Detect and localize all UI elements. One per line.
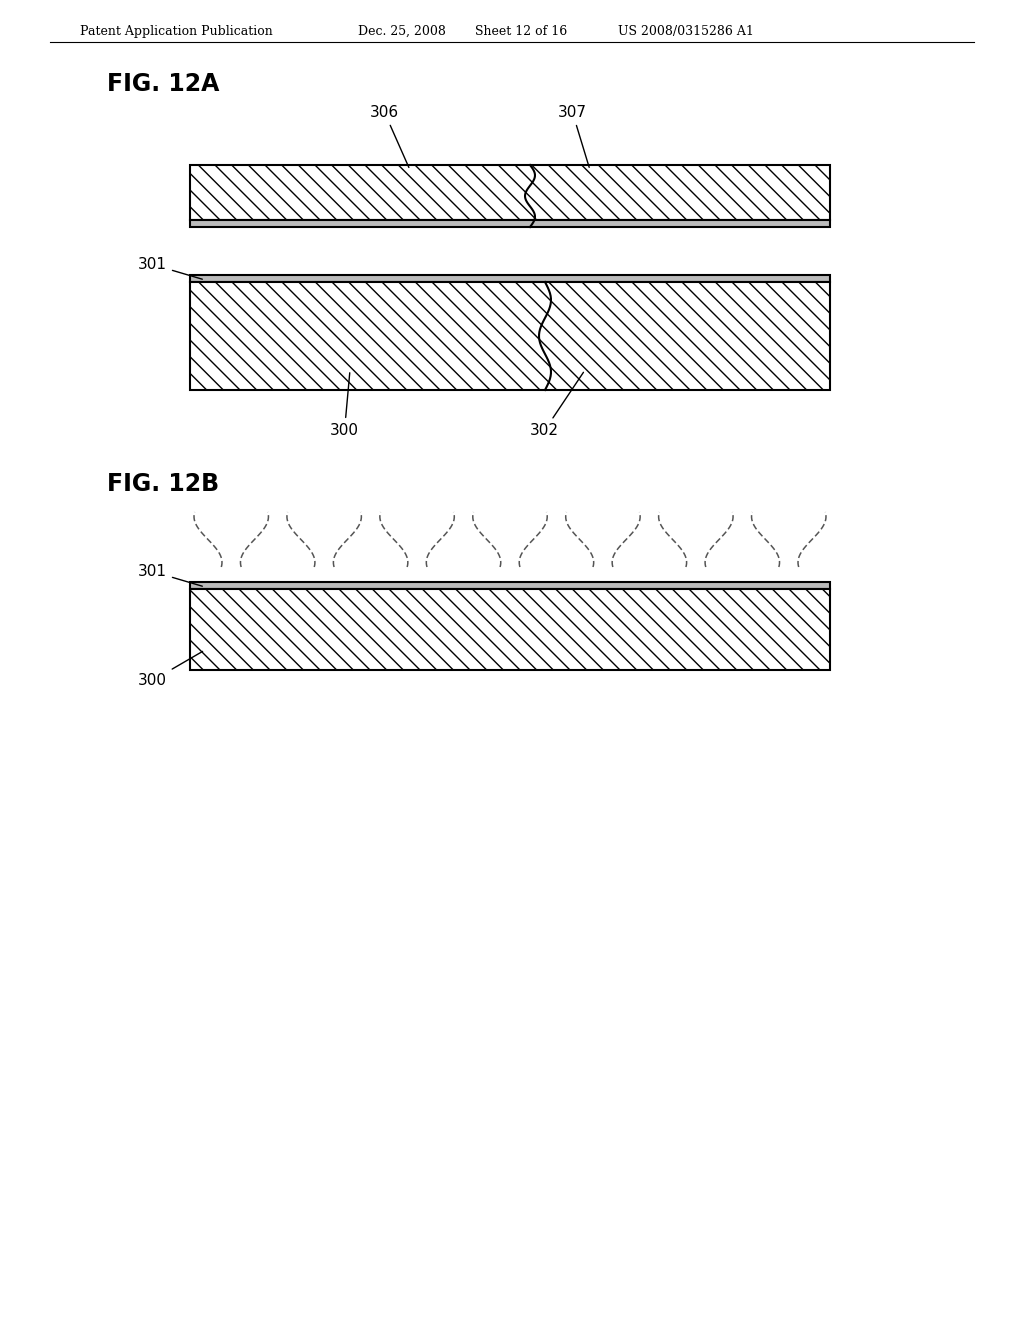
Text: FIG. 12A: FIG. 12A xyxy=(106,73,219,96)
Text: Sheet 12 of 16: Sheet 12 of 16 xyxy=(475,25,567,38)
Bar xyxy=(190,275,830,282)
Bar xyxy=(190,282,830,389)
Text: 306: 306 xyxy=(370,106,409,168)
Text: Dec. 25, 2008: Dec. 25, 2008 xyxy=(358,25,445,38)
Text: 301: 301 xyxy=(138,564,203,586)
Bar xyxy=(190,582,830,589)
Text: 307: 307 xyxy=(558,106,589,168)
Text: 302: 302 xyxy=(530,372,584,438)
Bar xyxy=(190,589,830,671)
Bar xyxy=(190,220,830,227)
Bar xyxy=(190,589,830,671)
Text: 300: 300 xyxy=(330,372,359,438)
Bar xyxy=(190,282,830,389)
Text: 300: 300 xyxy=(138,651,203,688)
Text: 301: 301 xyxy=(138,257,203,280)
Bar xyxy=(190,165,830,220)
Text: FIG. 12B: FIG. 12B xyxy=(106,473,219,496)
Text: Patent Application Publication: Patent Application Publication xyxy=(80,25,272,38)
Text: US 2008/0315286 A1: US 2008/0315286 A1 xyxy=(618,25,754,38)
Bar xyxy=(190,165,830,220)
